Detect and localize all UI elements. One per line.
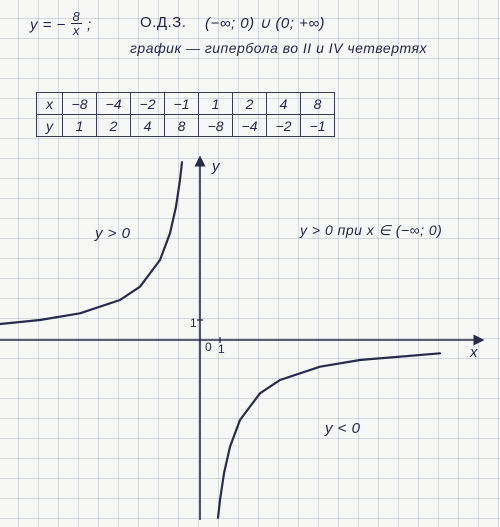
annotation-y-negative: y < 0	[325, 420, 360, 437]
content-layer: y = − 8 x ; О.Д.З. (−∞; 0) ∪ (0; +∞) гра…	[0, 0, 500, 527]
x-tick-1: 1	[218, 342, 225, 356]
hyperbola-chart	[0, 0, 500, 527]
annotation-condition: y > 0 при x ∈ (−∞; 0)	[300, 222, 442, 239]
x-axis-label: x	[470, 344, 478, 361]
y-axis-label: y	[212, 158, 220, 175]
y-tick-1: 1	[190, 316, 197, 330]
annotation-y-positive: y > 0	[95, 225, 130, 242]
origin-label: 0	[205, 340, 212, 354]
